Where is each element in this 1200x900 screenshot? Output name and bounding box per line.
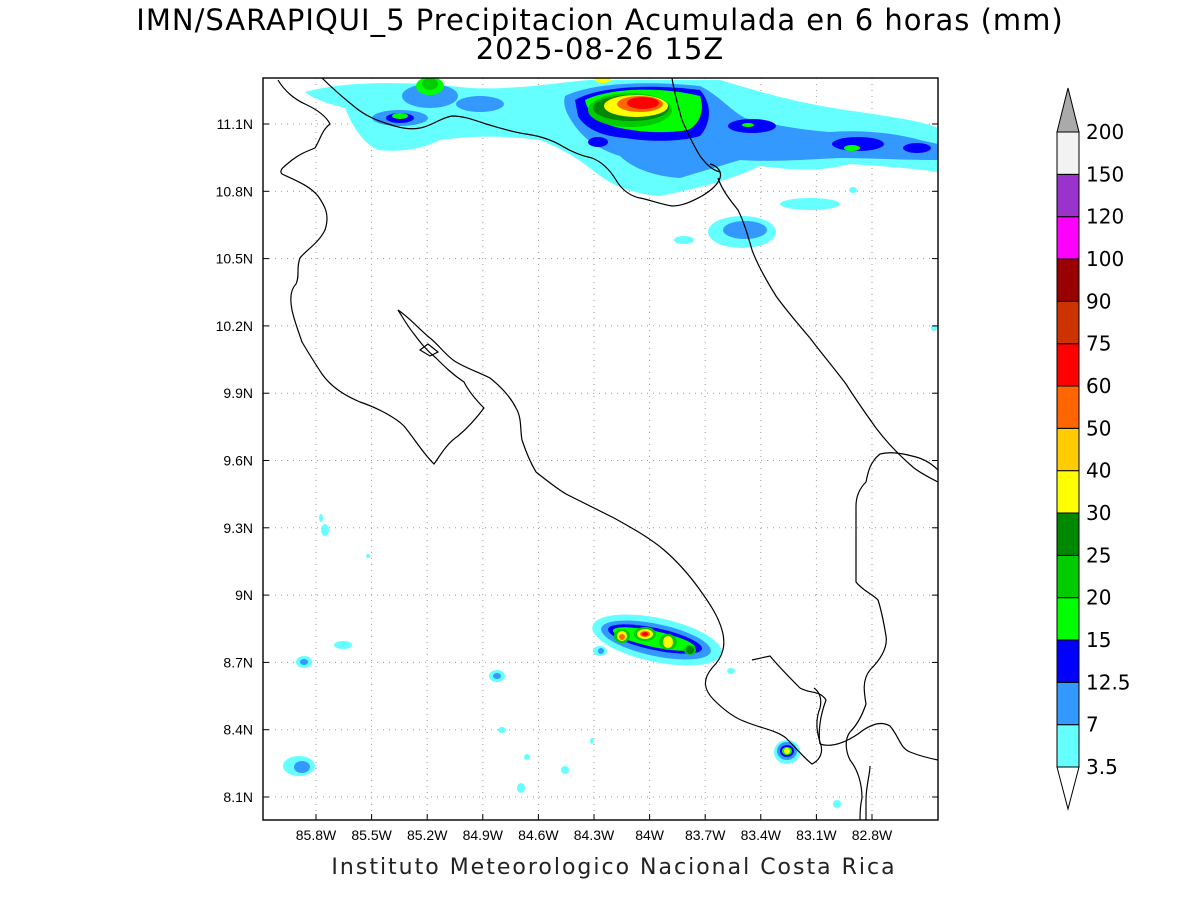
- map-datetime: 2025-08-26 15Z: [475, 32, 725, 66]
- colorbar-segment: [1056, 216, 1080, 260]
- colorbar-segment: [1056, 427, 1080, 472]
- colorbar-segment: [1056, 131, 1080, 175]
- colorbar-segment: [1056, 681, 1080, 726]
- map-grid: [263, 78, 938, 820]
- lon-tick-label: 83.1W: [796, 827, 837, 843]
- map-frame: [262, 77, 939, 821]
- colorbar-label: 15: [1086, 628, 1111, 652]
- lon-tick-label: 83.4W: [741, 827, 782, 843]
- colorbar-label: 25: [1086, 543, 1111, 567]
- colorbar-label: 120: [1086, 205, 1124, 229]
- colorbar-segment: [1056, 258, 1080, 302]
- colorbar-label: 40: [1086, 459, 1111, 483]
- colorbar-segment: [1056, 300, 1080, 345]
- lon-tick-label: 85.2W: [407, 827, 448, 843]
- colorbar-segment: [1056, 385, 1080, 429]
- lat-tick-label: 8.7N: [223, 654, 253, 670]
- colorbar-label: 150: [1086, 162, 1124, 186]
- lon-tick-label: 84.6W: [518, 827, 559, 843]
- longitude-axis: 85.8W 85.5W 85.2W 84.9W 84.6W 84.3W 84W 83.7W 83…: [263, 123, 938, 843]
- colorbar-label: 30: [1086, 501, 1111, 525]
- lat-tick-label: 9.3N: [223, 520, 253, 536]
- lat-tick-label: 10.2N: [216, 318, 253, 334]
- colorbar-label: 3.5: [1086, 755, 1118, 779]
- lat-tick-label: 11.1N: [217, 116, 253, 132]
- colorbar-upper-extension: [1056, 87, 1080, 133]
- coastline: [277, 78, 938, 820]
- lon-tick-label: 85.5W: [351, 827, 392, 843]
- lat-tick-label: 9N: [235, 587, 253, 603]
- colorbar: 3.5 7 12.5 15 20 25 30 40 50 60 75 90 100 120 150 200: [1056, 87, 1131, 811]
- colorbar-label: 200: [1086, 120, 1124, 144]
- colorbar-label: 12.5: [1086, 670, 1131, 694]
- lon-tick-label: 83.7W: [685, 827, 726, 843]
- lon-tick-label: 84W: [635, 827, 665, 843]
- precipitation-field: [283, 78, 938, 808]
- colorbar-label: 50: [1086, 416, 1111, 440]
- lon-tick-label: 84.3W: [574, 827, 615, 843]
- colorbar-label: 100: [1086, 247, 1124, 271]
- colorbar-segment: [1056, 597, 1080, 641]
- colorbar-label: 60: [1086, 374, 1111, 398]
- colorbar-lower-extension: [1056, 766, 1080, 811]
- lat-tick-label: 10.5N: [216, 251, 253, 267]
- colorbar-label: 7: [1086, 713, 1099, 737]
- colorbar-segment: [1056, 724, 1080, 768]
- lat-tick-label: 9.9N: [223, 385, 253, 401]
- colorbar-segment: [1056, 173, 1080, 218]
- colorbar-label: 20: [1086, 586, 1111, 610]
- colorbar-segment: [1056, 343, 1080, 387]
- colorbar-label: 75: [1086, 332, 1111, 356]
- lon-tick-label: 84.9W: [463, 827, 504, 843]
- colorbar-segment: [1056, 470, 1080, 514]
- credit-text: Instituto Meteorologico Nacional Costa R…: [331, 855, 897, 880]
- lon-tick-label: 85.8W: [296, 827, 337, 843]
- lat-tick-label: 8.1N: [223, 789, 253, 805]
- map-title: IMN/SARAPIQUI_5 Precipitacion Acumulada …: [136, 3, 1064, 37]
- lat-tick-label: 10.8N: [216, 183, 253, 199]
- colorbar-segment: [1056, 512, 1080, 556]
- latitude-axis: 11.1N 10.8N 10.5N 10.2N 9.9N 9.6N 9.3N 9N 8.7N 8.…: [216, 116, 253, 805]
- lat-tick-label: 9.6N: [223, 453, 253, 469]
- colorbar-label: 90: [1086, 289, 1111, 313]
- lat-tick-label: 8.4N: [223, 722, 253, 738]
- colorbar-segment: [1056, 639, 1080, 683]
- colorbar-segment: [1056, 554, 1080, 599]
- lon-tick-label: 82.8W: [852, 827, 893, 843]
